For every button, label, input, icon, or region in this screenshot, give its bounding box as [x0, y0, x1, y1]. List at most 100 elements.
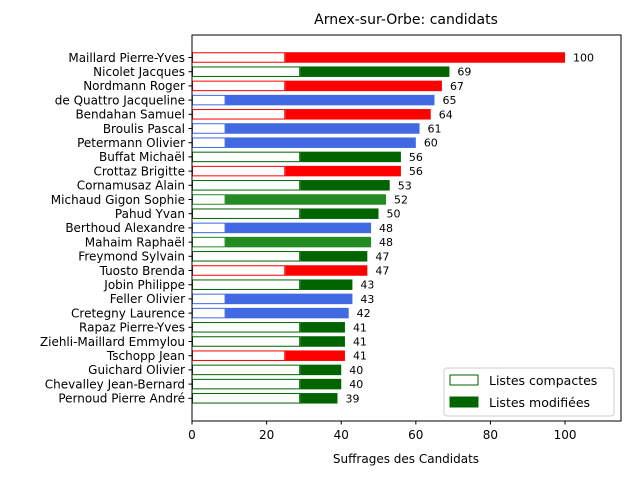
bar-compactes [192, 364, 301, 376]
x-tick-label: 80 [483, 428, 498, 442]
value-label: 61 [428, 123, 442, 136]
bar-modifiees [225, 293, 353, 305]
bar-compactes [192, 66, 301, 77]
bar-compactes [192, 137, 226, 148]
bar-modifiees [225, 137, 416, 148]
value-label: 41 [353, 321, 367, 334]
y-tick-label: Buffat Michaël [99, 150, 185, 164]
value-labels: 1006967656461605656535250484847474343424… [345, 52, 594, 406]
y-tick-label: Maillard Pierre-Yves [68, 51, 185, 65]
value-label: 53 [398, 179, 412, 192]
value-label: 41 [353, 350, 367, 363]
bar-compactes [192, 378, 301, 390]
bar-modifiees [225, 222, 372, 234]
y-tick-label: Petermann Olivier [77, 136, 185, 150]
bar-compactes [192, 151, 301, 163]
value-label: 43 [360, 279, 374, 292]
value-label: 47 [375, 250, 389, 263]
bar-modifiees [285, 80, 442, 92]
bar-compactes [192, 251, 301, 262]
y-tick-label: Tschopp Jean [106, 349, 185, 363]
bar-compactes [192, 236, 226, 248]
y-tick-label: Rapaz Pierre-Yves [79, 321, 185, 335]
bar-compactes [192, 208, 301, 219]
value-label: 48 [379, 222, 393, 235]
y-tick-label: Pahud Yvan [115, 207, 185, 221]
bar-modifiees [300, 378, 342, 390]
value-label: 43 [360, 293, 374, 306]
bar-modifiees [300, 251, 368, 262]
bar-compactes [192, 393, 301, 404]
legend-swatch-compactes [449, 374, 479, 386]
bar-compactes [192, 194, 226, 205]
bar-modifiees [300, 393, 338, 404]
x-tick-label: 40 [334, 428, 349, 442]
plot-frame [191, 34, 622, 422]
value-label: 41 [353, 336, 367, 349]
x-axis-ticks: 0 20 40 60 80 100 [188, 421, 576, 442]
bar-compactes [192, 222, 226, 234]
bar-modifiees [285, 265, 368, 276]
y-tick-label: Freymond Sylvain [78, 250, 185, 264]
value-label: 40 [349, 378, 363, 391]
y-tick-label: Ziehli-Maillard Emmylou [40, 335, 185, 349]
y-tick-label: Tuosto Brenda [99, 264, 185, 278]
bar-compactes [192, 350, 286, 361]
value-label: 69 [457, 66, 471, 79]
value-label: 47 [375, 265, 389, 278]
value-label: 50 [387, 208, 401, 221]
legend: Listes compactes Listes modifiées [443, 367, 615, 417]
y-tick-label: Nordmann Roger [83, 79, 185, 93]
bar-modifiees [285, 350, 345, 361]
bar-compactes [192, 307, 226, 319]
value-label: 56 [409, 151, 423, 164]
value-label: 39 [345, 392, 359, 405]
bar-modifiees [300, 208, 379, 219]
value-label: 100 [573, 52, 594, 65]
y-tick-label: Bendahan Samuel [75, 108, 185, 122]
bar-compactes [192, 279, 301, 290]
y-tick-label: Pernoud Pierre André [58, 392, 185, 406]
y-tick-label: Michaud Gigon Sophie [51, 193, 185, 207]
bar-compactes [192, 109, 286, 120]
bar-modifiees [225, 307, 349, 319]
y-tick-label: Jobin Philippe [103, 278, 185, 292]
value-label: 60 [424, 137, 438, 150]
bar-modifiees [300, 66, 450, 77]
bar-modifiees [300, 322, 345, 333]
bar-modifiees [285, 109, 431, 120]
bar-modifiees [300, 151, 401, 163]
x-tick-label: 0 [188, 428, 196, 442]
y-tick-label: Guichard Olivier [88, 363, 185, 377]
bar-compactes [192, 80, 286, 92]
bar-compactes [192, 293, 226, 305]
bar-modifiees [300, 336, 345, 347]
legend-label-compactes: Listes compactes [489, 373, 597, 388]
bar-compactes [192, 52, 286, 63]
bar-compactes [192, 94, 226, 106]
bar-modifiees [300, 180, 390, 191]
value-label: 56 [409, 165, 423, 178]
bar-modifiees [285, 52, 566, 63]
x-tick-label: 20 [259, 428, 274, 442]
y-tick-label: Broulis Pascal [103, 122, 185, 136]
bar-modifiees [225, 194, 386, 205]
legend-label-modifiees: Listes modifiées [489, 395, 590, 410]
y-tick-label: Feller Olivier [110, 292, 185, 306]
value-label: 52 [394, 194, 408, 207]
y-tick-label: Crottaz Brigitte [93, 164, 185, 178]
x-tick-label: 100 [554, 428, 577, 442]
y-tick-label: Mahaim Raphaël [85, 235, 185, 249]
y-tick-label: de Quattro Jacqueline [55, 93, 185, 107]
x-axis-label: Suffrages des Candidats [333, 452, 479, 466]
bar-modifiees [225, 123, 420, 134]
legend-swatch-modifiees [449, 396, 479, 408]
bar-compactes [192, 123, 226, 134]
chart-title: Arnex-sur-Orbe: candidats [314, 12, 498, 28]
bar-compactes [192, 180, 301, 191]
value-label: 42 [357, 307, 371, 320]
y-tick-label: Cretegny Laurence [71, 306, 185, 320]
legend-frame [443, 367, 615, 417]
bar-compactes [192, 265, 286, 276]
